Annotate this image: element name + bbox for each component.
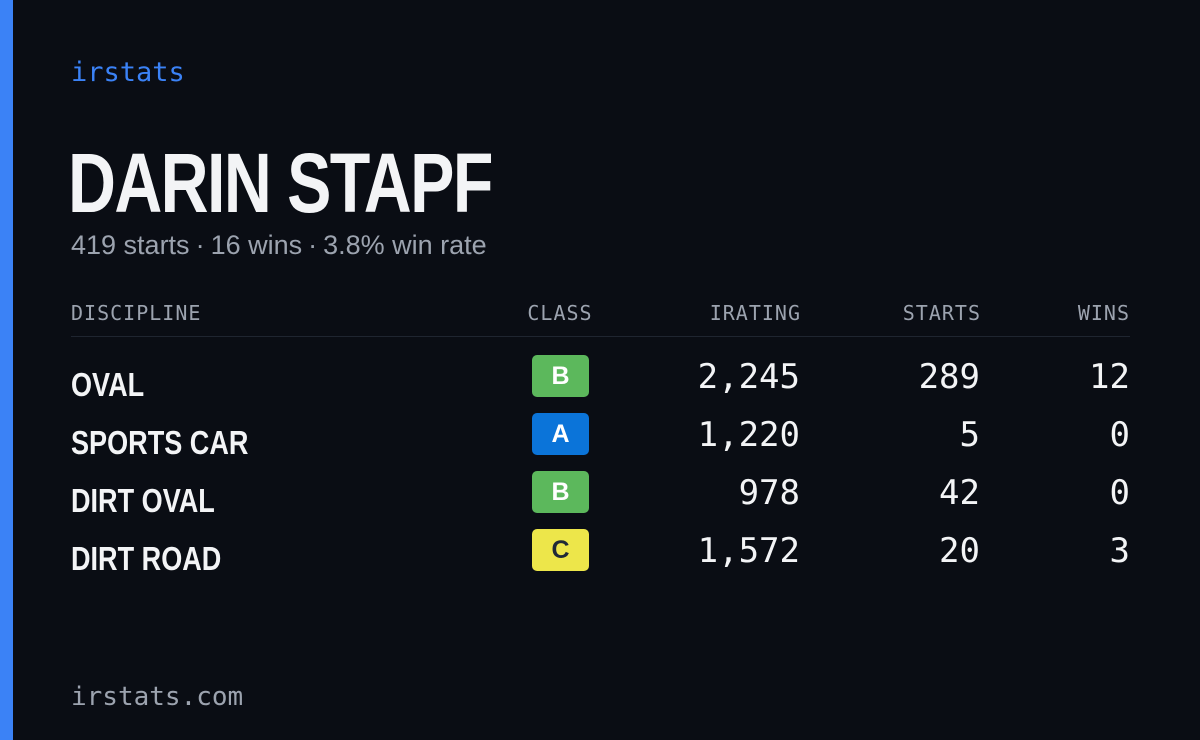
table-row: DIRT ROAD C 1,572 20 3 (71, 527, 1130, 585)
separator: · (195, 230, 205, 260)
table-header: DISCIPLINE CLASS IRATING STARTS WINS (71, 296, 1130, 337)
wins-value: 3 (1109, 531, 1130, 571)
wins-value: 0 (1109, 473, 1130, 513)
brand-logo-text: irstats (71, 57, 185, 88)
driver-name: DARIN STAPF (68, 136, 493, 230)
wins-value: 12 (1089, 357, 1130, 397)
table-body: OVAL B 2,245 289 12 SPORTS CAR A 1,220 5… (71, 353, 1130, 585)
starts-value: 42 (939, 473, 980, 513)
discipline-name: DIRT OVAL (71, 482, 215, 519)
header-irating: IRATING (709, 301, 801, 325)
discipline-name: SPORTS CAR (71, 424, 249, 461)
class-badge: B (532, 471, 589, 513)
discipline-name: DIRT ROAD (71, 540, 222, 577)
separator: · (308, 230, 318, 260)
header-discipline: DISCIPLINE (71, 301, 202, 325)
win-rate-summary: 3.8% win rate (323, 230, 487, 260)
irating-value: 1,220 (697, 415, 800, 455)
table-row: SPORTS CAR A 1,220 5 0 (71, 411, 1130, 469)
class-badge: C (532, 529, 589, 571)
class-badge: B (532, 355, 589, 397)
starts-value: 289 (918, 357, 980, 397)
irating-value: 1,572 (697, 531, 800, 571)
header-starts: STARTS (902, 301, 981, 325)
footer-url: irstats.com (71, 682, 244, 712)
irating-value: 2,245 (697, 357, 800, 397)
wins-value: 0 (1109, 415, 1130, 455)
starts-value: 5 (959, 415, 980, 455)
header-wins: WINS (1077, 301, 1130, 325)
header-class: CLASS (527, 301, 593, 325)
discipline-table: DISCIPLINE CLASS IRATING STARTS WINS OVA… (71, 296, 1130, 585)
discipline-name: OVAL (71, 366, 145, 403)
class-badge: A (532, 413, 589, 455)
wins-summary: 16 wins (210, 230, 303, 260)
accent-bar (0, 0, 13, 740)
irating-value: 978 (738, 473, 800, 513)
driver-summary: 419 starts · 16 wins · 3.8% win rate (71, 228, 487, 262)
table-row: OVAL B 2,245 289 12 (71, 353, 1130, 411)
table-row: DIRT OVAL B 978 42 0 (71, 469, 1130, 527)
starts-value: 20 (939, 531, 980, 571)
starts-summary: 419 starts (71, 230, 190, 260)
